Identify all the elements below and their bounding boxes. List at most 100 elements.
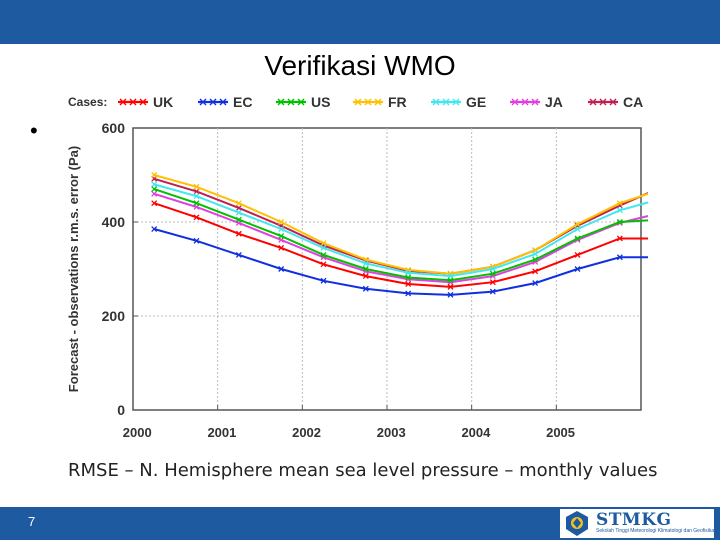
legend-item-fr: FR — [353, 94, 407, 110]
legend-marker — [511, 98, 519, 106]
legend-marker — [599, 98, 607, 106]
emblem-icon — [566, 511, 588, 536]
legend-label: EC — [233, 94, 252, 110]
data-point — [320, 251, 327, 258]
legend-marker — [119, 98, 127, 106]
x-tick-label: 2003 — [377, 425, 406, 440]
data-point — [489, 279, 496, 286]
legend-item-ge: GE — [431, 94, 486, 110]
data-point — [532, 268, 539, 275]
data-point — [574, 221, 581, 228]
data-point — [320, 244, 327, 251]
data-point — [151, 190, 158, 197]
data-point — [532, 256, 539, 263]
legend-marker — [589, 98, 597, 106]
legend-marker — [609, 98, 617, 106]
data-point — [447, 277, 454, 284]
legend-item-ca: CA — [588, 94, 643, 110]
legend-marker — [531, 98, 539, 106]
legend-marker — [432, 98, 440, 106]
data-point — [278, 244, 285, 251]
legend-marker — [374, 98, 382, 106]
data-point — [151, 200, 158, 207]
y-tick-label: 200 — [102, 308, 126, 324]
y-tick-label: 0 — [117, 402, 125, 418]
legend-item-ja: JA — [510, 94, 563, 110]
legend-title: Cases: — [68, 95, 107, 109]
stmkg-logo: STMKG Sekolah Tinggi Meteorologi Klimato… — [560, 509, 714, 538]
legend-label: GE — [466, 94, 486, 110]
data-point — [532, 251, 539, 257]
data-point — [574, 226, 581, 233]
legend-label: FR — [388, 94, 407, 110]
data-point — [193, 200, 200, 207]
x-tick-label: 2001 — [207, 425, 236, 440]
data-point — [235, 204, 242, 211]
legend-item-us: US — [276, 94, 330, 110]
data-point — [278, 233, 285, 240]
data-point — [532, 280, 539, 287]
legend-marker — [129, 98, 137, 106]
data-point — [151, 226, 158, 233]
logo-text: STMKG — [596, 510, 672, 530]
slide-title: Verifikasi WMO — [264, 50, 456, 81]
legend-marker — [287, 98, 295, 106]
data-point — [447, 283, 454, 290]
data-point — [235, 200, 242, 207]
data-point — [151, 181, 158, 188]
data-point — [616, 207, 623, 214]
data-point — [362, 285, 369, 292]
data-point — [193, 188, 200, 195]
data-point — [151, 172, 158, 178]
data-point — [405, 274, 412, 281]
legend-marker — [442, 98, 450, 106]
data-point — [235, 230, 242, 237]
data-point — [235, 209, 242, 216]
data-point — [616, 219, 623, 225]
legend-label: JA — [545, 94, 563, 110]
data-point — [362, 266, 369, 272]
legend-marker — [354, 98, 362, 106]
data-point — [489, 266, 496, 272]
data-point — [616, 200, 623, 207]
legend-marker — [297, 98, 305, 106]
data-point — [616, 235, 623, 242]
data-point — [320, 261, 327, 268]
legend-item-ec: EC — [198, 94, 252, 110]
series-ge — [151, 181, 648, 280]
data-point — [489, 270, 496, 277]
data-point — [574, 235, 581, 242]
legend-marker — [199, 98, 207, 106]
legend-marker — [452, 98, 460, 106]
legend-marker — [209, 98, 217, 106]
data-point — [320, 240, 327, 247]
x-tick-label: 2005 — [546, 425, 575, 440]
data-point — [574, 251, 581, 258]
data-point — [278, 219, 285, 225]
bullet-point: • — [30, 118, 38, 143]
top-bar — [0, 0, 720, 44]
data-point — [193, 214, 200, 221]
legend-marker — [139, 98, 147, 106]
data-point — [193, 183, 200, 190]
data-point — [405, 281, 412, 287]
data-point — [193, 237, 200, 244]
slide-number: 7 — [28, 514, 36, 529]
data-point — [278, 266, 285, 272]
legend-label: UK — [153, 94, 173, 110]
data-point — [447, 291, 454, 298]
legend-marker — [521, 98, 529, 106]
data-point — [574, 266, 581, 272]
legend-item-uk: UK — [118, 94, 173, 110]
y-tick-labels: 0 200 400 600 — [102, 120, 126, 418]
data-point — [405, 290, 412, 297]
x-tick-labels: 2000 2001 2002 2003 2004 2005 — [123, 425, 575, 440]
legend-label: US — [311, 94, 330, 110]
data-point — [278, 226, 285, 233]
x-tick-label: 2002 — [292, 425, 321, 440]
series-uk — [151, 200, 648, 290]
legend-label: CA — [623, 94, 643, 110]
legend-marker — [277, 98, 285, 106]
y-axis-label: Forecast - observations r.m.s. error (Pa… — [66, 146, 81, 392]
data-point — [320, 277, 327, 284]
